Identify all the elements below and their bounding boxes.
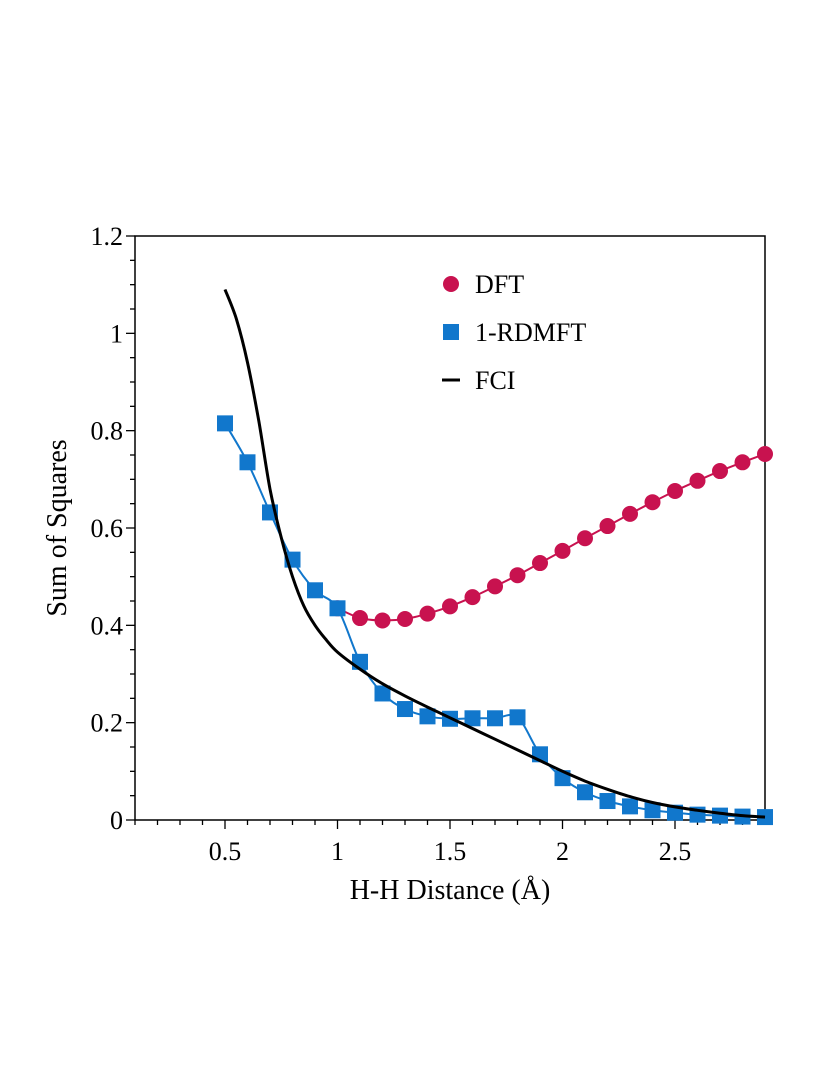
x-tick-label: 1.5 <box>434 837 467 866</box>
1-rdmft-point <box>712 807 728 824</box>
x-tick-label: 0.5 <box>209 837 242 866</box>
dft-point <box>689 472 706 489</box>
legend-item-fci: FCI <box>442 366 515 395</box>
dft-point <box>599 518 616 535</box>
y-tick-label: 0.8 <box>91 417 124 446</box>
fci-line <box>223 288 766 819</box>
dft-point <box>554 542 571 559</box>
dft-point <box>419 605 436 622</box>
x-tick-label: 2.5 <box>659 837 692 866</box>
1-rdmft-point <box>599 793 616 810</box>
dft-point <box>712 463 728 480</box>
dft-point <box>509 567 526 584</box>
1-rdmft-point <box>397 701 413 718</box>
1-rdmft-point <box>644 802 661 819</box>
x-tick-label: 1 <box>331 837 344 866</box>
dft-point <box>757 446 773 463</box>
1-rdmft-point <box>239 454 256 471</box>
dft-point <box>397 611 413 628</box>
plot-frame <box>134 235 766 821</box>
y-tick-label: 1 <box>110 319 123 348</box>
dft-point <box>464 589 481 606</box>
1-rdmft-point <box>307 582 323 599</box>
y-axis-label: Sum of Squares <box>42 439 73 616</box>
y-tick-label: 0 <box>110 806 123 835</box>
1-rdmft-point <box>487 710 503 727</box>
dft-point <box>442 598 458 615</box>
dft-point <box>487 578 503 595</box>
legend-item-dft: DFT <box>443 270 524 299</box>
dft-point <box>374 612 391 629</box>
series-dft <box>329 446 773 629</box>
legend-label: FCI <box>475 366 515 395</box>
1-rdmft-point <box>622 798 638 815</box>
legend-marker <box>443 276 459 292</box>
y-tick-label: 1.2 <box>91 222 124 251</box>
dft-point <box>734 454 751 471</box>
y-tick-label: 0.4 <box>91 611 124 640</box>
dft-point <box>667 483 683 500</box>
legend-item-1-rdmft: 1-RDMFT <box>443 318 586 347</box>
1-rdmft-point <box>509 709 526 726</box>
legend-marker <box>443 324 459 340</box>
1-rdmft-point <box>374 685 391 702</box>
1-rdmft-line <box>224 422 766 819</box>
series-1-rdmft <box>217 415 773 826</box>
y-tick-label: 0.6 <box>91 514 124 543</box>
dft-point <box>644 494 661 511</box>
1-rdmft-point <box>217 415 233 432</box>
y-tick-label: 0.2 <box>91 709 124 738</box>
1-rdmft-point <box>577 784 593 801</box>
legend-label: 1-RDMFT <box>475 318 586 347</box>
dft-point <box>622 505 638 522</box>
1-rdmft-point <box>329 600 346 617</box>
axis-ticks: 0.5 1 1.5 2 2.5 0 0.2 0.4 0.6 0.8 1 1.2 <box>91 222 766 866</box>
dft-point <box>532 555 548 572</box>
x-axis-label: H-H Distance (Å) <box>350 875 551 906</box>
x-tick-label: 2 <box>556 837 569 866</box>
legend-label: DFT <box>475 270 524 299</box>
dft-point <box>577 530 593 547</box>
series-fci <box>223 288 766 819</box>
dft-point <box>352 610 368 627</box>
legend: DFT 1-RDMFT FCI <box>442 270 586 395</box>
1-rdmft-point <box>464 710 481 727</box>
1-rdmft-point <box>419 708 436 725</box>
series-layer <box>217 288 773 826</box>
